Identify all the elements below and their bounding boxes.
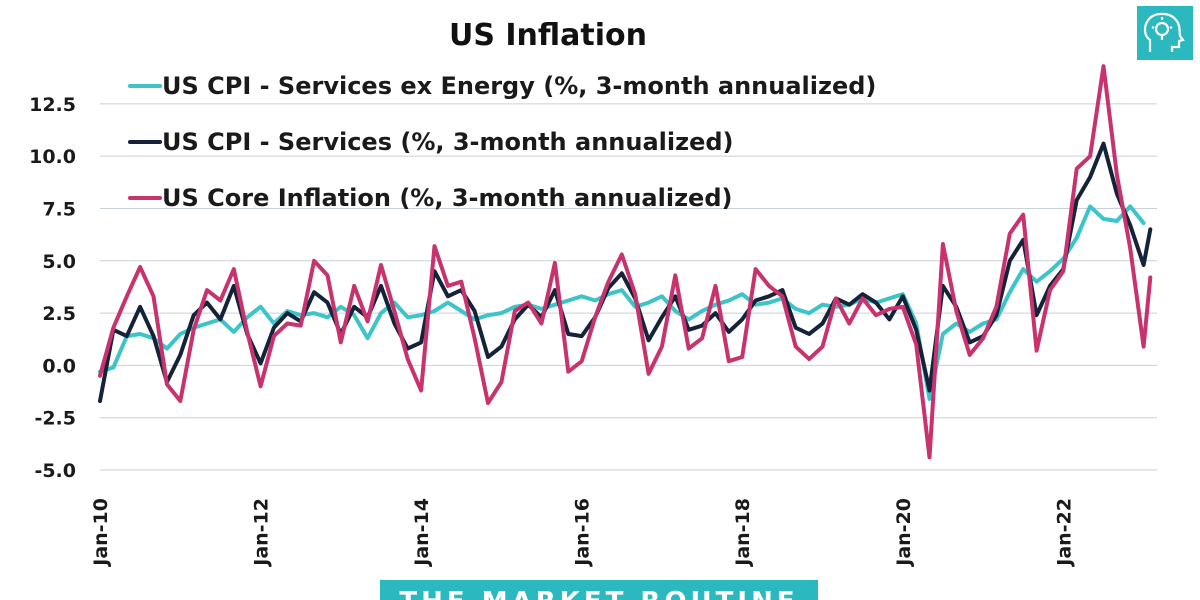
y-tick-label: 5.0: [42, 251, 76, 273]
x-tick-label: Jan-22: [1053, 498, 1075, 568]
legend-label-1: US CPI - Services ex Energy (%, 3-month …: [162, 72, 876, 100]
lightbulb-head-icon: [1143, 12, 1185, 52]
y-tick-label: 2.5: [42, 303, 76, 325]
series-line-3: [98, 64, 1153, 460]
series-lines: [98, 64, 1153, 460]
y-axis: -5.0 -2.5 0.0 2.5 5.0 7.5 10.0 12.5: [29, 94, 76, 482]
footer-banner-box: [380, 580, 818, 600]
footer-banner: THE MARKET ROUTINE: [380, 580, 818, 600]
logo: [1137, 6, 1193, 60]
legend: US CPI - Services ex Energy (%, 3-month …: [128, 72, 876, 212]
y-tick-label: 12.5: [29, 94, 76, 116]
x-tick-label: Jan-18: [732, 498, 754, 568]
y-tick-label: -5.0: [34, 460, 76, 482]
y-tick-label: 7.5: [42, 198, 76, 220]
x-tick-label: Jan-12: [251, 498, 273, 568]
legend-label-3: US Core Inflation (%, 3-month annualized…: [162, 184, 732, 212]
x-axis: Jan-10 Jan-12 Jan-14 Jan-16 Jan-18 Jan-20 Jan-…: [90, 498, 1075, 568]
footer-brand-text: THE MARKET ROUTINE: [399, 587, 798, 600]
legend-label-2: US CPI - Services (%, 3-month annualized…: [162, 128, 734, 156]
chart-title: US Inflation: [449, 18, 647, 53]
y-tick-label: -2.5: [34, 408, 76, 430]
series-line-2: [98, 141, 1153, 403]
series-line-1: [98, 204, 1146, 401]
y-tick-label: 0.0: [42, 355, 76, 377]
x-tick-label: Jan-16: [572, 498, 594, 568]
x-tick-label: Jan-10: [90, 498, 112, 568]
y-tick-label: 10.0: [29, 146, 76, 168]
x-tick-label: Jan-20: [893, 498, 915, 568]
gridlines: [100, 103, 1157, 471]
x-tick-label: Jan-14: [411, 498, 433, 568]
